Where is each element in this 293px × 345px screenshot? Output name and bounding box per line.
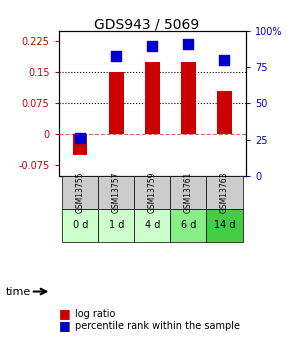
Bar xyxy=(134,209,171,242)
Bar xyxy=(217,91,232,135)
Bar xyxy=(134,176,171,209)
Text: GSM13759: GSM13759 xyxy=(148,171,157,213)
Bar xyxy=(171,209,207,242)
Text: GDS943 / 5069: GDS943 / 5069 xyxy=(94,17,199,31)
Point xyxy=(78,135,83,141)
Point xyxy=(114,53,119,58)
Text: GSM13757: GSM13757 xyxy=(112,171,121,213)
Bar xyxy=(145,62,160,135)
Bar xyxy=(98,176,134,209)
Bar xyxy=(73,135,87,155)
Text: GSM13763: GSM13763 xyxy=(220,171,229,213)
Text: 4 d: 4 d xyxy=(145,220,160,230)
Text: GSM13761: GSM13761 xyxy=(184,171,193,213)
Point xyxy=(222,57,227,63)
Text: GSM13755: GSM13755 xyxy=(76,171,85,213)
Point xyxy=(186,41,191,47)
Point xyxy=(150,43,155,48)
Bar xyxy=(62,176,98,209)
Text: time: time xyxy=(6,287,31,296)
Text: percentile rank within the sample: percentile rank within the sample xyxy=(75,321,240,331)
Text: log ratio: log ratio xyxy=(75,309,115,319)
Bar xyxy=(171,176,207,209)
Text: 1 d: 1 d xyxy=(109,220,124,230)
Text: 0 d: 0 d xyxy=(73,220,88,230)
Bar xyxy=(62,209,98,242)
Text: 6 d: 6 d xyxy=(181,220,196,230)
Text: ■: ■ xyxy=(59,319,70,333)
Bar xyxy=(207,209,243,242)
Bar xyxy=(181,62,196,135)
Bar xyxy=(207,176,243,209)
Text: 14 d: 14 d xyxy=(214,220,235,230)
Text: ■: ■ xyxy=(59,307,70,321)
Bar xyxy=(98,209,134,242)
Bar xyxy=(109,71,124,135)
